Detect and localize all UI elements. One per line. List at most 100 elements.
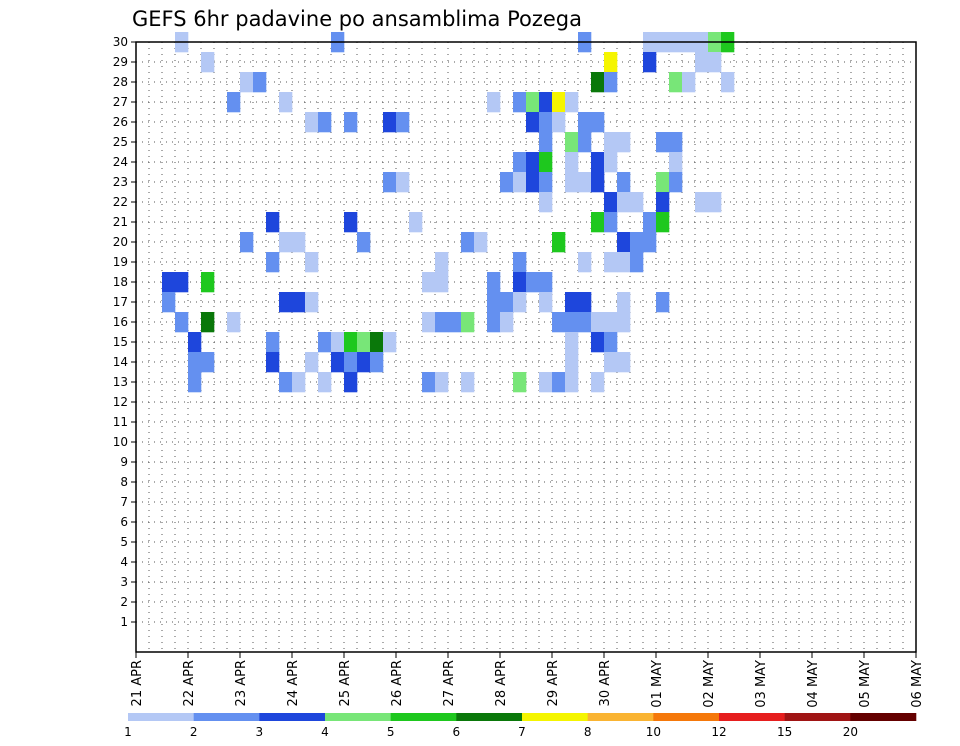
precip-cell (604, 312, 618, 333)
y-tick-label: 15 (113, 335, 128, 349)
precip-cell (383, 172, 397, 193)
precip-cell (539, 172, 553, 193)
precip-cell (513, 372, 527, 393)
precip-cell (331, 352, 345, 373)
precip-cell (721, 72, 735, 93)
y-tick-label: 13 (113, 375, 128, 389)
plot-frame (135, 41, 917, 653)
precip-cell (422, 272, 436, 293)
precip-cell (539, 92, 553, 113)
y-tick-label: 25 (113, 135, 128, 149)
precip-cell (578, 132, 592, 153)
y-tick-label: 22 (113, 195, 128, 209)
precip-cell (656, 192, 670, 213)
y-tick-label: 30 (113, 35, 128, 49)
precip-cell (240, 72, 254, 93)
precip-cell (500, 292, 514, 313)
precip-cell (552, 112, 566, 133)
precip-cell (318, 332, 332, 353)
colorbar-swatch (259, 713, 326, 721)
precip-cell (266, 352, 280, 373)
precip-cell (370, 332, 384, 353)
precip-cell (695, 52, 709, 73)
precip-cell (474, 232, 488, 253)
precip-cell (487, 292, 501, 313)
precip-cell (669, 152, 683, 173)
precip-cell (266, 252, 280, 273)
colorbar-swatch (128, 713, 194, 721)
precip-cell (526, 92, 540, 113)
y-tick-label: 17 (113, 295, 128, 309)
precip-cell (175, 312, 189, 333)
y-tick-label: 6 (120, 515, 128, 529)
precip-cell (318, 112, 332, 133)
precip-cell (565, 132, 579, 153)
y-tick-label: 20 (113, 235, 128, 249)
precip-cell (604, 352, 618, 373)
colorbar-label: 4 (321, 725, 329, 739)
precip-cell (188, 352, 202, 373)
precip-cell (370, 352, 384, 373)
precip-cell (487, 272, 501, 293)
precip-cell (266, 332, 280, 353)
y-tick-label: 21 (113, 215, 128, 229)
y-tick-label: 5 (120, 535, 128, 549)
precip-cell (643, 212, 657, 233)
precip-cell (591, 172, 605, 193)
precip-cell (604, 212, 618, 233)
precip-cell (305, 292, 319, 313)
precip-cell (331, 332, 345, 353)
colorbar-swatch (193, 713, 260, 721)
precip-cell (344, 352, 358, 373)
precip-cell (344, 212, 358, 233)
y-tick-label: 8 (120, 475, 128, 489)
precip-cell (617, 252, 631, 273)
precip-cell (344, 372, 358, 393)
precip-cell (591, 152, 605, 173)
colorbar-label: 3 (256, 725, 264, 739)
x-tick-label: 29 APR (546, 660, 561, 706)
precip-cell (240, 232, 254, 253)
precip-cell (604, 332, 618, 353)
precip-cell (188, 372, 202, 393)
x-tick-label: 06 MAY (910, 660, 925, 708)
precip-cell (604, 132, 618, 153)
precip-cell (591, 72, 605, 93)
precip-cell (461, 372, 475, 393)
x-tick-label: 22 APR (182, 660, 197, 706)
colorbar-label: 5 (387, 725, 395, 739)
precip-cell (513, 92, 527, 113)
precip-cell (591, 372, 605, 393)
precip-cell (162, 292, 176, 313)
colorbar-label: 6 (453, 725, 461, 739)
precip-cell (565, 312, 579, 333)
precip-cell (539, 152, 553, 173)
precip-cell (552, 92, 566, 113)
precip-cell (565, 152, 579, 173)
precip-cell (669, 172, 683, 193)
precip-cell (565, 332, 579, 353)
precip-cell (552, 232, 566, 253)
y-tick-label: 23 (113, 175, 128, 189)
x-tick-label: 25 APR (338, 660, 353, 706)
precip-cell (617, 132, 631, 153)
precip-cell (513, 152, 527, 173)
precip-cell (500, 312, 514, 333)
precip-cell (162, 272, 176, 293)
colorbar-swatch (587, 713, 654, 721)
precip-cell (565, 352, 579, 373)
precip-cell (175, 272, 189, 293)
precip-cell (487, 92, 501, 113)
precip-cell (669, 72, 683, 93)
precip-cell (513, 252, 527, 273)
precip-cell (656, 132, 670, 153)
precip-cell (305, 352, 319, 373)
precip-cell (656, 292, 670, 313)
precip-cell (253, 72, 267, 93)
precip-cell (617, 172, 631, 193)
colorbar-swatch (784, 713, 851, 721)
y-tick-label: 11 (113, 415, 128, 429)
precip-cell (227, 312, 241, 333)
precip-cell (318, 372, 332, 393)
